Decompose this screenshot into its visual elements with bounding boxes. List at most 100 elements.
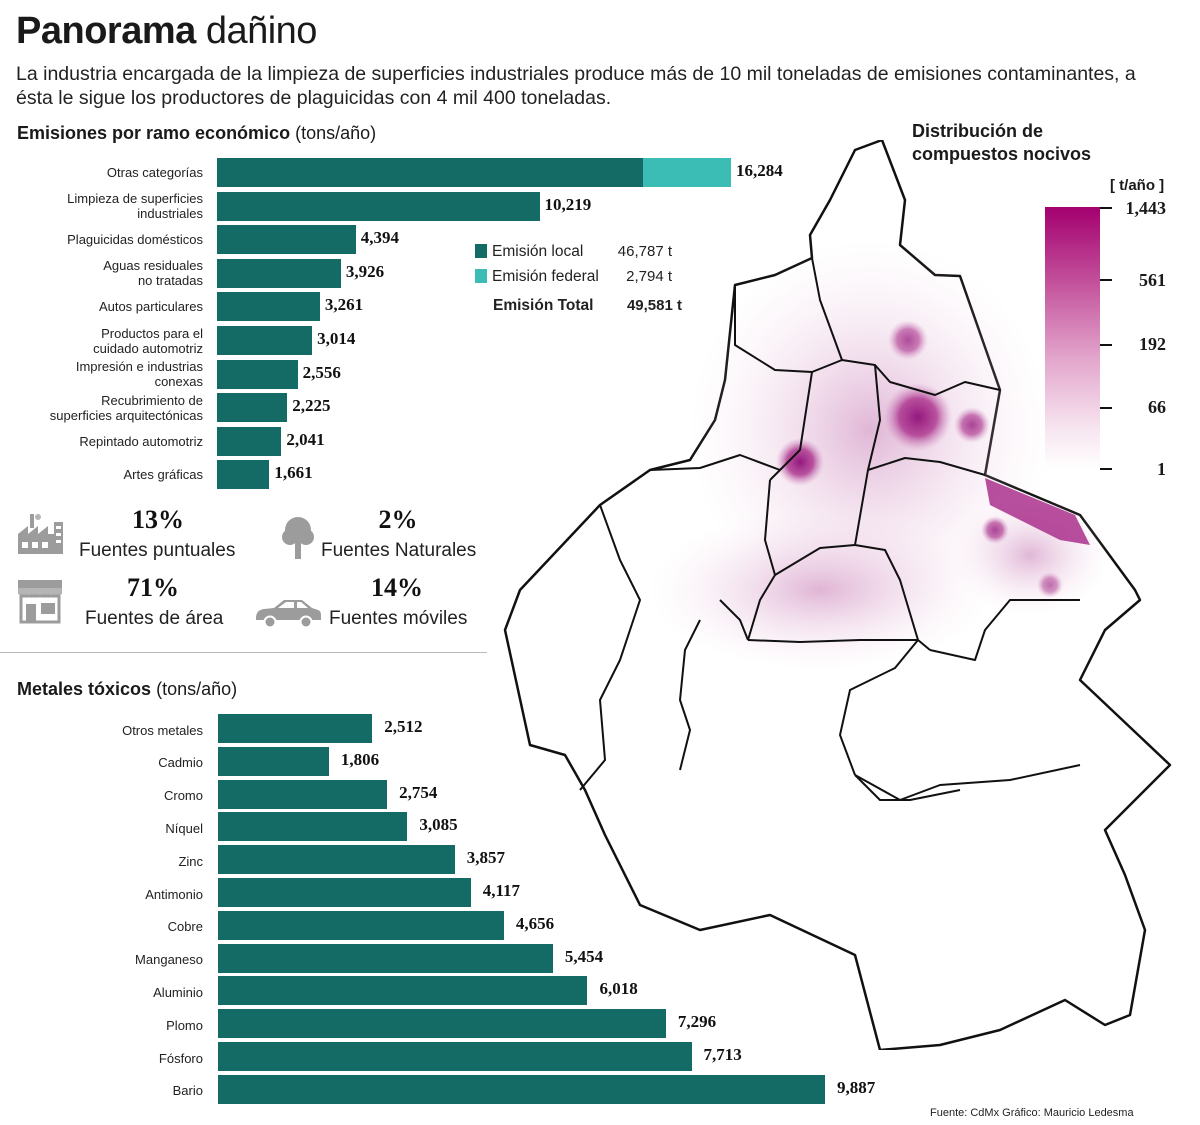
page-title: Panorama dañino: [16, 10, 317, 53]
metals-value-label: 3,857: [466, 848, 506, 868]
scale-label-max: 1,443: [1125, 198, 1167, 218]
emissions-value-label: 4,394: [360, 228, 399, 248]
metals-bar: [218, 812, 408, 842]
emissions-category-label: Autos particulares: [98, 299, 203, 315]
emissions-category-label: Otras categorías: [106, 165, 203, 180]
hotspot: [776, 438, 824, 486]
metals-category-label: Fósforo: [158, 1050, 203, 1066]
metals-category-label: Cromo: [163, 788, 203, 804]
metals-bar: [218, 1074, 825, 1104]
pct-naturales: 2%: [378, 505, 418, 534]
metals-value-label: 9,887: [837, 1077, 876, 1097]
diffuse-haze-south: [650, 510, 990, 670]
legend-federal-label: Emisión federal: [492, 268, 599, 285]
scale-tick: [1100, 279, 1112, 281]
metals-value-label: 4,117: [482, 881, 521, 900]
metals-value-label: 2,754: [399, 782, 438, 802]
cdmx-pollution-map: [503, 140, 1172, 1050]
metals-bar: [218, 910, 504, 940]
scale-label-min: 1: [1157, 459, 1166, 479]
emissions-category-label: Limpieza de superficies industriales: [67, 191, 203, 222]
title-bold: Panorama: [16, 10, 196, 52]
section-divider: [0, 652, 487, 653]
map-title-line2: compuestos nocivos: [912, 144, 1092, 164]
emissions-value-label: 2,041: [286, 429, 325, 449]
metals-value-label: 5,454: [564, 946, 604, 966]
emissions-value-label: 2,225: [292, 396, 331, 416]
tree-icon: [282, 517, 314, 559]
pct-moviles: 14%: [371, 573, 423, 602]
emissions-value-label: 1,661: [274, 463, 313, 483]
metals-bar: [218, 845, 455, 875]
legend-local-label: Emisión local: [492, 243, 584, 260]
legend-federal-swatch: [475, 269, 487, 283]
metals-bar: [218, 943, 553, 973]
source-credit: Fuente: CdMx Gráfico: Mauricio Ledesma: [930, 1107, 1134, 1119]
emissions-bar-local: [217, 326, 313, 355]
emissions-value-label: 3,261: [324, 295, 364, 315]
hotspot: [954, 407, 990, 443]
emissions-bar-local: [217, 158, 643, 187]
metals-category-label: Otros metales: [122, 722, 203, 738]
metals-bar: [218, 714, 373, 743]
metals-value-label: 3,085: [419, 815, 458, 835]
metals-category-label: Aluminio: [153, 984, 203, 1000]
map-legend-title: Distribución de compuestos nocivos: [912, 120, 1091, 166]
scale-tick: [1100, 468, 1112, 470]
emissions-bar-local: [217, 292, 320, 322]
metals-title-unit: (tons/año): [156, 679, 238, 699]
emissions-bar-local: [217, 191, 540, 221]
emissions-bar-local: [217, 393, 288, 423]
storefront-icon: [18, 580, 62, 624]
emissions-bar-local: [217, 359, 298, 389]
emissions-category-label: Plaguicidas domésticos: [67, 232, 203, 248]
metals-category-label: Cadmio: [158, 755, 203, 771]
metals-title-bold: Metales tóxicos: [17, 679, 152, 699]
emissions-value-label: 10,219: [544, 194, 592, 214]
scale-label: 192: [1139, 334, 1166, 354]
metals-bar: [218, 1042, 692, 1071]
metals-bar: [218, 878, 471, 907]
scale-tick: [1100, 344, 1112, 346]
pct-area: 71%: [127, 573, 179, 602]
legend-federal-value: 2,794 t: [626, 268, 672, 285]
emissions-category-label: Repintado automotriz: [79, 433, 203, 449]
scale-label: 66: [1148, 397, 1166, 417]
metals-category-label: Níquel: [165, 820, 203, 836]
legend-local-value: 46,787 t: [617, 243, 672, 260]
emissions-category-label: Recubrimiento de superficies arquitectón…: [49, 392, 203, 423]
emissions-category-label: Impresión e industrias conexas: [75, 359, 203, 390]
metals-value-label: 7,296: [677, 1012, 717, 1032]
hotspot-corridor: [985, 478, 1090, 545]
legend-total-value: 49,581 t: [626, 297, 682, 314]
metals-category-label: Zinc: [178, 853, 203, 869]
metals-bar: [218, 976, 588, 1006]
metals-category-label: Plomo: [166, 1017, 203, 1033]
legend-total-label: Emisión Total: [493, 297, 594, 314]
factory-icon: [18, 514, 63, 554]
emissions-bar-local: [217, 258, 341, 288]
label-moviles: Fuentes móviles: [329, 608, 468, 629]
emissions-value-label: 16,284: [736, 161, 783, 180]
metals-category-label: Manganeso: [135, 952, 203, 968]
hotspot: [1037, 572, 1063, 598]
scale-unit: [ t/año ]: [1110, 177, 1165, 194]
legend-local-swatch: [475, 244, 487, 258]
map-title-line1: Distribución de: [912, 121, 1044, 141]
title-normal: dañino: [205, 10, 318, 52]
emissions-title-bold: Emisiones por ramo económico: [17, 123, 291, 143]
emissions-value-label: 3,926: [345, 261, 385, 281]
metals-bar: [218, 1009, 666, 1039]
label-naturales: Fuentes Naturales: [321, 540, 477, 561]
metals-value-label: 2,512: [384, 717, 423, 736]
metals-value-label: 7,713: [703, 1045, 742, 1064]
borough-boundaries: [579, 257, 1081, 801]
label-puntuales: Fuentes puntuales: [79, 540, 236, 561]
hotspot: [884, 383, 952, 451]
emissions-category-label: Productos para el cuidado automotriz: [93, 325, 203, 356]
emissions-bar-local: [217, 225, 356, 255]
scale-label: 561: [1139, 270, 1166, 290]
metals-chart-title: Metales tóxicos (tons/año): [17, 679, 237, 700]
metals-value-label: 6,018: [599, 979, 638, 999]
scale-tick: [1100, 207, 1112, 209]
